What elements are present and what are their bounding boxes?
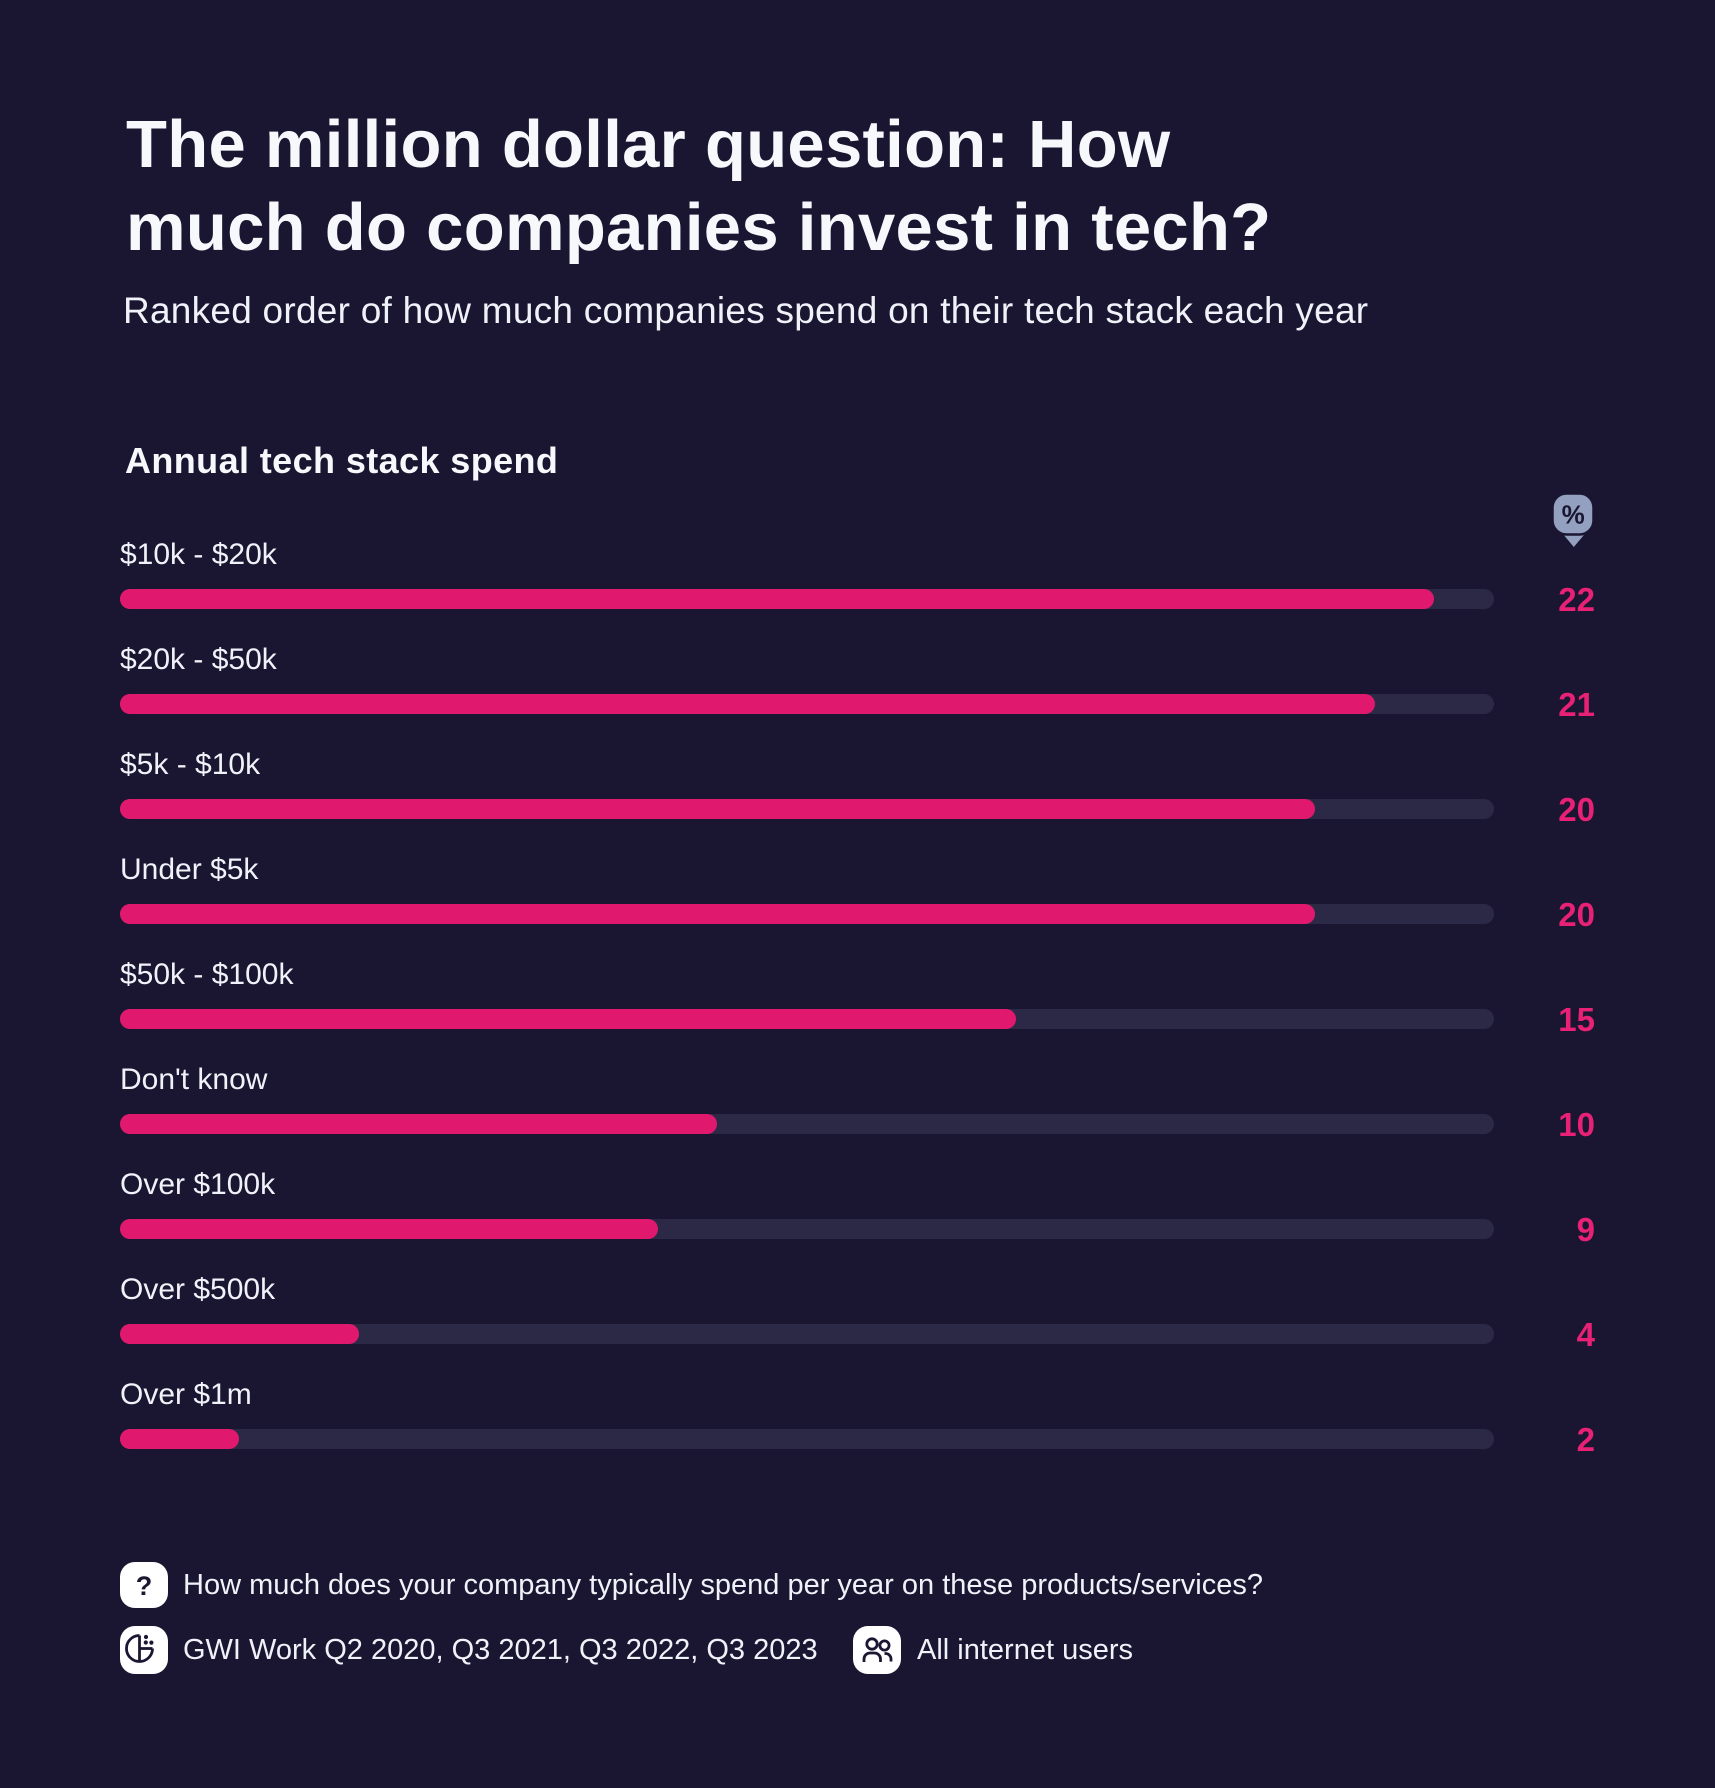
svg-text:?: ? <box>136 1571 153 1601</box>
svg-text:%: % <box>1561 499 1584 529</box>
